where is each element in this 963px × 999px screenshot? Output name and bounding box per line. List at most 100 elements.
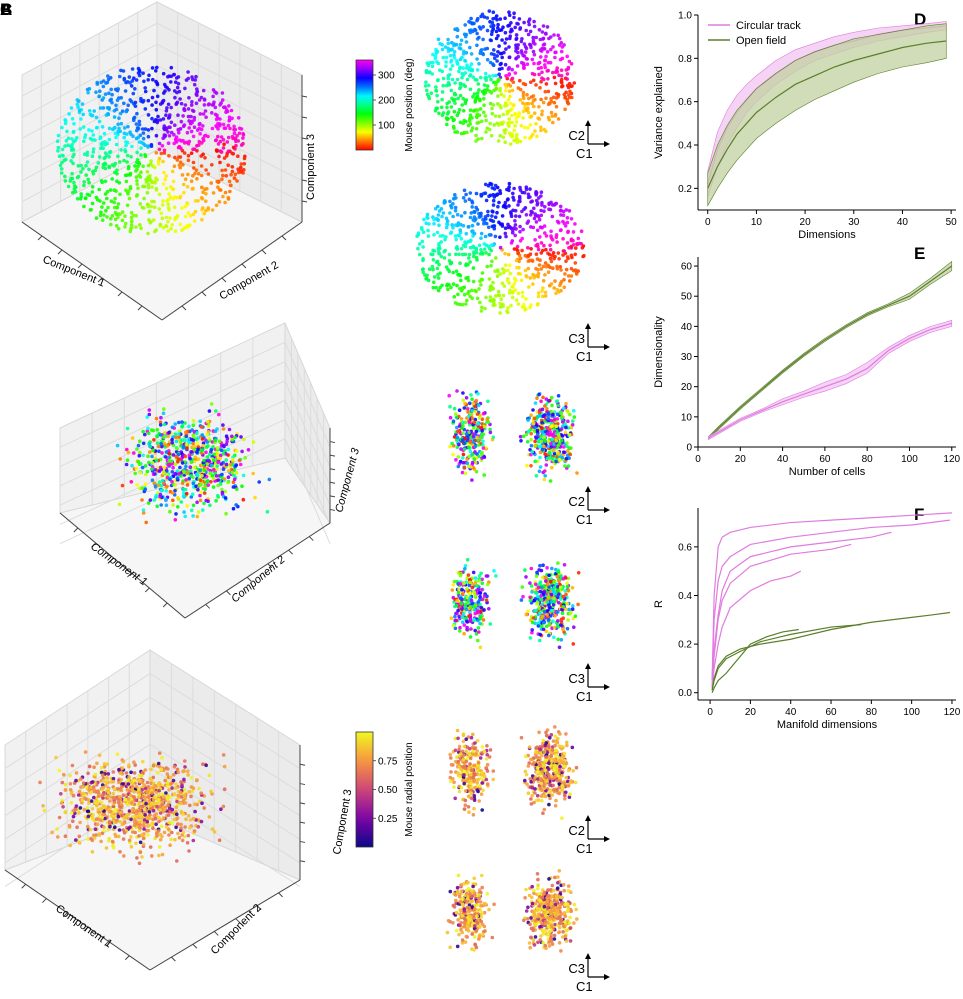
data-point — [216, 127, 220, 131]
data-point — [87, 788, 91, 792]
data-point — [559, 77, 564, 82]
data-point — [559, 49, 564, 54]
data-point — [91, 133, 96, 137]
data-point — [146, 113, 151, 117]
data-point — [97, 833, 102, 837]
data-point — [186, 114, 191, 119]
data-point — [452, 117, 456, 122]
data-point — [547, 451, 551, 455]
data-point — [468, 122, 472, 126]
data-point — [217, 838, 222, 842]
data-point — [526, 126, 530, 130]
data-point — [508, 142, 513, 146]
data-point — [514, 214, 518, 218]
data-point — [440, 97, 444, 102]
data-point — [191, 147, 195, 152]
data-point — [126, 816, 130, 821]
data-point — [154, 416, 159, 421]
data-point — [506, 67, 511, 71]
data-point — [433, 56, 438, 61]
axis-label-component-3: Component 3 — [333, 446, 362, 514]
data-point — [562, 249, 567, 253]
data-point — [191, 786, 196, 790]
data-point — [489, 133, 494, 138]
data-point — [124, 109, 129, 114]
data-point — [221, 753, 226, 757]
data-point — [155, 441, 160, 445]
data-point — [506, 98, 511, 102]
data-point — [447, 100, 451, 104]
data-point — [91, 171, 96, 176]
data-point — [54, 755, 58, 760]
data-point — [194, 101, 199, 106]
data-point — [544, 234, 549, 238]
data-point — [483, 76, 487, 80]
data-point — [246, 448, 251, 452]
data-point — [74, 807, 78, 812]
data-point — [528, 29, 533, 34]
data-point — [510, 76, 515, 81]
data-point — [453, 205, 458, 210]
data-point — [531, 408, 535, 412]
data-point — [483, 114, 488, 118]
data-point — [544, 463, 549, 467]
data-point — [149, 767, 153, 772]
data-point — [105, 196, 109, 201]
data-point — [86, 809, 91, 814]
data-point — [469, 238, 473, 243]
data-point — [159, 442, 163, 446]
data-point — [177, 163, 182, 167]
data-point — [57, 154, 62, 158]
data-point — [121, 793, 126, 797]
data-point — [150, 791, 154, 795]
data-point — [228, 126, 232, 131]
data-point — [459, 237, 464, 241]
data-point — [154, 100, 158, 105]
data-point — [563, 107, 567, 112]
data-point — [527, 96, 531, 101]
data-point — [538, 235, 542, 239]
data-point — [530, 259, 535, 263]
data-point — [565, 216, 570, 220]
data-point — [74, 771, 79, 775]
data-point — [126, 450, 131, 455]
data-point — [440, 47, 445, 52]
data-point — [498, 272, 503, 276]
data-point — [253, 495, 257, 500]
data-point — [503, 231, 508, 236]
data-point — [196, 487, 200, 492]
data-point — [109, 87, 113, 92]
data-point — [512, 15, 516, 20]
data-point — [463, 210, 467, 215]
data-point — [468, 401, 472, 406]
data-point — [506, 82, 511, 87]
data-point — [521, 434, 526, 439]
data-point — [109, 199, 114, 203]
data-point — [96, 789, 100, 793]
data-point — [101, 79, 106, 83]
data-point — [557, 601, 561, 605]
data-point — [101, 106, 106, 110]
data-point — [510, 284, 515, 289]
data-point — [148, 444, 153, 449]
data-point — [562, 406, 566, 411]
data-point — [138, 808, 142, 813]
data-point — [544, 54, 548, 59]
data-point — [543, 273, 547, 277]
data-point — [215, 464, 219, 468]
data-point — [480, 305, 484, 310]
data-point — [480, 417, 485, 421]
data-point — [143, 482, 148, 486]
data-point — [508, 288, 512, 293]
data-point — [458, 629, 462, 633]
data-point — [230, 165, 235, 169]
data-point — [480, 452, 484, 456]
data-point — [214, 474, 219, 478]
data-point — [221, 804, 226, 809]
data-point — [147, 799, 151, 803]
data-point — [470, 201, 475, 205]
data-point — [160, 100, 165, 104]
data-point — [524, 28, 528, 33]
data-point — [493, 234, 498, 239]
data-point — [214, 203, 219, 208]
